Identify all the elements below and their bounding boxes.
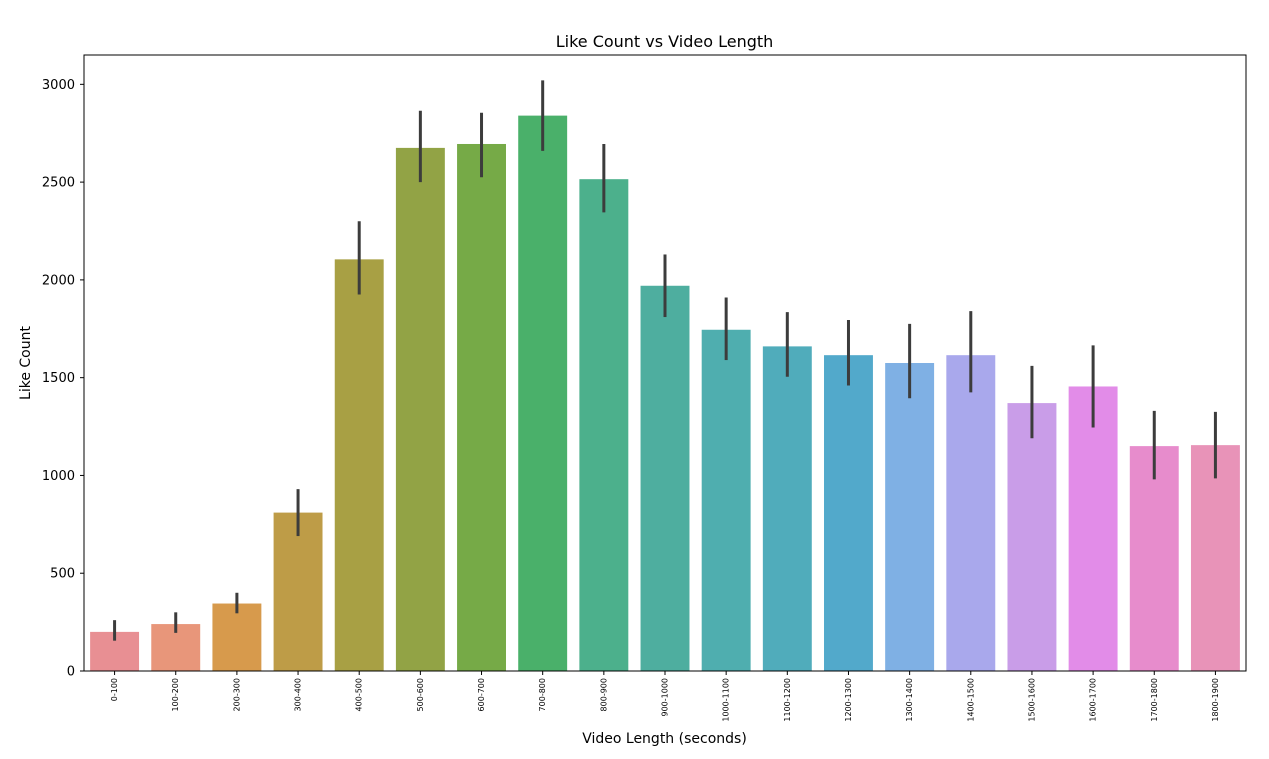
y-tick-label: 0 <box>67 665 75 680</box>
y-tick-label: 1000 <box>42 469 75 484</box>
bar-500-600 <box>395 147 445 671</box>
x-tick-label: 0-100 <box>110 678 119 701</box>
bar-200-300 <box>212 603 262 671</box>
bar-1800-1900 <box>1190 445 1240 671</box>
y-tick-label: 3000 <box>42 78 75 93</box>
bar-1200-1300 <box>824 355 873 671</box>
chart-title: Like Count vs Video Length <box>556 32 774 51</box>
x-tick-label: 1000-1100 <box>722 678 731 722</box>
x-tick-label: 1500-1600 <box>1027 678 1036 722</box>
x-tick-label: 1100-1200 <box>783 678 792 722</box>
y-tick-label: 2500 <box>42 176 75 191</box>
bar-1600-1700 <box>1068 386 1118 671</box>
x-tick-label: 600-700 <box>477 678 486 711</box>
bar-1000-1100 <box>701 329 751 671</box>
bars-group <box>90 115 1240 672</box>
x-tick-label: 100-200 <box>171 678 180 711</box>
y-tick-label: 500 <box>50 567 75 582</box>
x-axis-label: Video Length (seconds) <box>582 731 747 747</box>
x-tick-label: 1200-1300 <box>844 678 853 722</box>
bar-400-500 <box>334 259 384 671</box>
x-tick-label: 800-900 <box>599 678 608 711</box>
y-axis-label: Like Count <box>18 326 34 400</box>
y-tick-label: 1500 <box>42 371 75 386</box>
x-tick-label: 1600-1700 <box>1089 678 1098 722</box>
x-tick-label: 1400-1500 <box>966 678 975 722</box>
x-axis: 0-100 100-200 200-300 300-400 400-500 500-600… <box>110 671 1220 722</box>
x-tick-label: 1800-1900 <box>1211 678 1220 722</box>
x-tick-label: 400-500 <box>355 678 364 711</box>
y-tick-label: 2000 <box>42 273 75 288</box>
bar-300-400 <box>273 512 323 671</box>
error-bars-group <box>113 80 1217 641</box>
x-tick-label: 1300-1400 <box>905 678 914 722</box>
bar-1500-1600 <box>1007 403 1057 671</box>
bar-1700-1800 <box>1129 446 1179 671</box>
x-tick-label: 500-600 <box>416 678 425 711</box>
plot-frame <box>83 54 1247 672</box>
bar-600-700 <box>457 143 506 672</box>
x-tick-label: 300-400 <box>294 678 303 711</box>
bar-1400-1500 <box>946 355 996 671</box>
x-tick-label: 900-1000 <box>661 678 670 717</box>
x-tick-label: 200-300 <box>232 678 241 711</box>
bar-700-800 <box>518 115 568 672</box>
y-axis: 0 500 1000 1500 2000 2500 3000 <box>42 78 84 680</box>
bar-800-900 <box>579 179 629 671</box>
bar-900-1000 <box>640 285 690 671</box>
x-tick-label: 1700-1800 <box>1150 678 1159 722</box>
x-tick-label: 700-800 <box>538 678 547 711</box>
bar-1300-1400 <box>885 363 935 671</box>
bar-1100-1200 <box>762 346 812 671</box>
